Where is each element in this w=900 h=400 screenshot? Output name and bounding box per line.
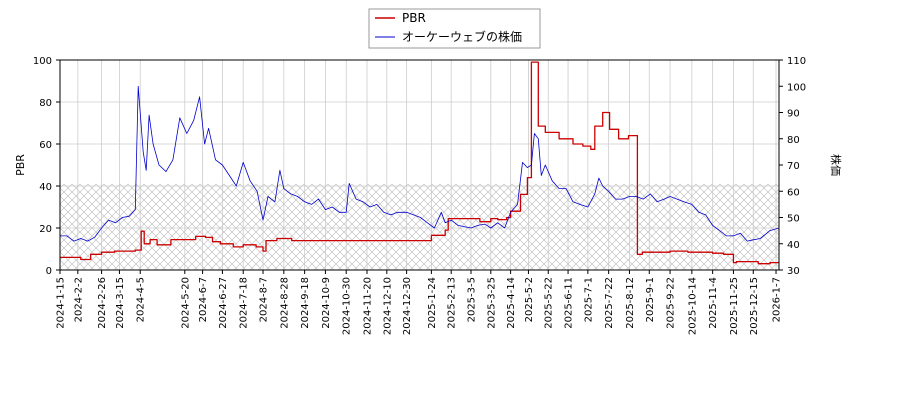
legend-label-pbr: PBR [402,11,426,25]
left-axis-title: PBR [14,154,27,176]
right-tick-label-90: 90 [787,109,800,120]
x-tick-label-2024-1-15: 2024-1-15 [56,277,67,329]
x-tick-label-2024-10-9: 2024-10-9 [321,277,332,329]
right-tick-label-80: 80 [787,135,800,146]
x-tick-label-2025-8-12: 2025-8-12 [625,277,636,329]
x-tick-label-2026-1-7: 2026-1-7 [772,277,783,322]
shaded-band [60,183,779,270]
x-tick-label-2025-7-22: 2025-7-22 [604,277,615,329]
left-tick-label-80: 80 [39,98,52,109]
x-tick-label-2025-3-25: 2025-3-25 [486,277,497,329]
x-tick-label-2025-7-1: 2025-7-1 [583,277,594,322]
right-tick-label-40: 40 [787,240,800,251]
x-tick-label-2025-6-11: 2025-6-11 [564,277,575,329]
x-tick-label-2024-6-7: 2024-6-7 [198,277,209,322]
x-tick-label-2025-11-4: 2025-11-4 [708,277,719,329]
legend: PBR オーケーウェブの株価 [368,8,541,49]
x-tick-label-2024-5-20: 2024-5-20 [180,277,191,329]
series-line-stock-price [60,85,779,242]
series-line-pbr [60,61,779,265]
right-axis-title: 株価 [829,154,843,176]
x-tick-label-2024-3-15: 2024-3-15 [115,277,126,329]
x-tick-label-2025-9-22: 2025-9-22 [666,277,677,329]
right-tick-label-100: 100 [787,82,806,93]
x-tick-label-2024-8-7: 2024-8-7 [259,277,270,322]
left-tick-label-20: 20 [39,224,52,235]
right-tick-label-70: 70 [787,161,800,172]
left-tick-label-0: 0 [46,266,52,277]
x-tick-label-2025-12-15: 2025-12-15 [749,277,760,335]
x-tick-label-2024-12-30: 2024-12-30 [402,277,413,335]
x-tick-label-2024-9-18: 2024-9-18 [300,277,311,329]
x-tick-label-2025-5-2: 2025-5-2 [524,277,535,322]
x-tick-label-2024-2-2: 2024-2-2 [73,277,84,322]
x-tick-label-2024-8-28: 2024-8-28 [279,277,290,329]
x-tick-label-2024-11-20: 2024-11-20 [363,277,374,335]
x-tick-label-2025-5-22: 2025-5-22 [544,277,555,329]
right-tick-label-30: 30 [787,266,800,277]
x-tick-label-2025-4-14: 2025-4-14 [506,277,517,329]
left-axis: 0 20 40 60 80 100 [33,56,60,277]
series-layer [60,61,779,265]
x-tick-label-2025-11-25: 2025-11-25 [729,277,740,335]
x-tick-label-2025-10-14: 2025-10-14 [687,277,698,335]
x-tick-label-2025-9-1: 2025-9-1 [645,277,656,322]
right-tick-label-50: 50 [787,214,800,225]
x-tick-label-2024-6-27: 2024-6-27 [218,277,229,329]
x-tick-label-2025-3-5: 2025-3-5 [466,277,477,322]
right-tick-label-110: 110 [787,56,806,67]
x-tick-label-2025-1-24: 2025-1-24 [427,277,438,329]
x-tick-label-2024-12-10: 2024-12-10 [382,277,393,335]
x-tick-label-2024-7-18: 2024-7-18 [239,277,250,329]
left-tick-label-100: 100 [33,56,52,67]
x-tick-label-2024-2-26: 2024-2-26 [97,277,108,329]
legend-label-stock-price: オーケーウェブの株価 [402,29,522,44]
left-tick-label-60: 60 [39,140,52,151]
right-tick-label-60: 60 [787,187,800,198]
right-axis: 30 40 50 60 70 80 90 100 110 [779,56,806,277]
x-tick-label-2024-4-5: 2024-4-5 [136,277,147,322]
x-tick-label-2024-10-30: 2024-10-30 [342,277,353,335]
left-tick-label-40: 40 [39,182,52,193]
x-tick-label-2025-2-13: 2025-2-13 [447,277,458,329]
legend-box [368,8,541,49]
x-axis: 2024-1-15 2024-2-2 2024-2-26 2024-3-15 2024-… [56,270,783,335]
